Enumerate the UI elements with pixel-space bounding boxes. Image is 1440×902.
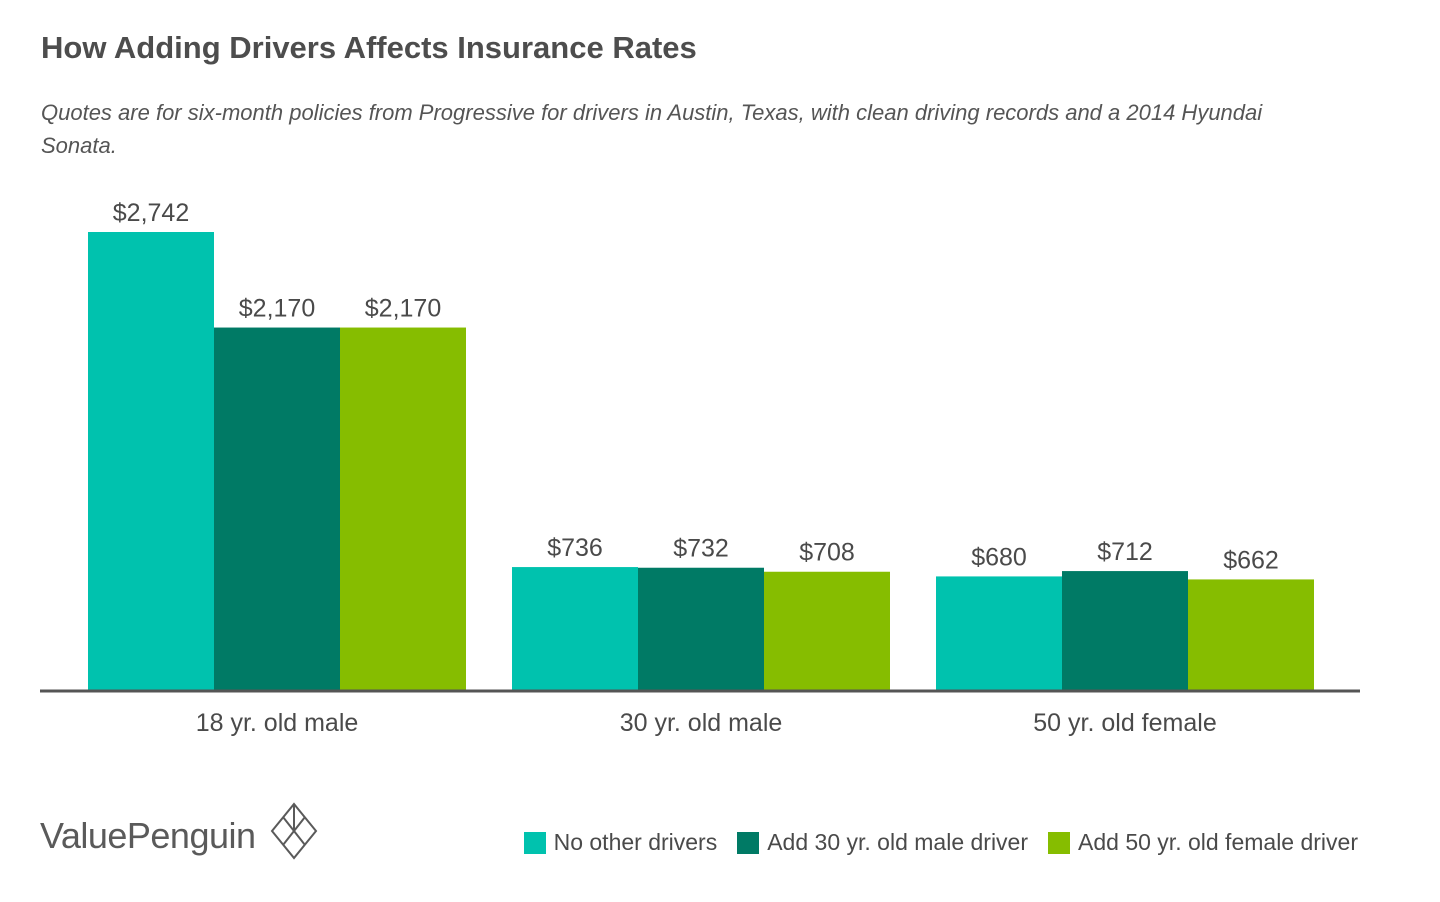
legend-label: Add 30 yr. old male driver: [767, 829, 1029, 855]
bar: [512, 567, 638, 690]
bar: [1188, 579, 1314, 690]
bar-value-label: $662: [1223, 546, 1279, 574]
diamond-logo-icon: [270, 802, 317, 860]
legend-item-add-50-female: Add 50 yr. old female driver: [1048, 829, 1358, 856]
chart-legend: No other drivers Add 30 yr. old male dri…: [504, 829, 1358, 856]
chart-title: How Adding Drivers Affects Insurance Rat…: [41, 30, 697, 65]
bar-value-label: $2,170: [239, 295, 315, 323]
bar-value-label: $708: [799, 539, 855, 567]
bar: [764, 571, 890, 690]
bar: [936, 576, 1062, 690]
bar: [214, 327, 340, 690]
valuepenguin-logo: ValuePenguin: [40, 802, 318, 860]
bar-chart: $2,742 $2,170 $2,170 18 yr. old male $736 $73…: [40, 199, 1360, 737]
x-tick-label: 18 yr. old male: [196, 709, 359, 737]
bar-value-label: $680: [971, 543, 1027, 571]
bar-value-label: $712: [1097, 538, 1153, 566]
bar: [638, 567, 764, 690]
bar: [88, 232, 214, 690]
legend-swatch: [1048, 831, 1071, 854]
legend-item-no-other-drivers: No other drivers: [523, 829, 718, 856]
chart-subtitle: Quotes are for six-month policies from P…: [41, 100, 1263, 158]
bar-value-label: $2,742: [113, 199, 189, 227]
bar-value-label: $732: [673, 535, 729, 563]
legend-item-add-30-male: Add 30 yr. old male driver: [737, 829, 1028, 856]
legend-swatch: [737, 831, 760, 854]
bar: [340, 327, 466, 690]
bar: [1062, 571, 1188, 690]
legend-swatch: [523, 831, 546, 854]
x-tick-label: 50 yr. old female: [1033, 709, 1216, 737]
bar-value-label: $2,170: [365, 295, 441, 323]
x-tick-label: 30 yr. old male: [620, 709, 783, 737]
legend-label: Add 50 yr. old female driver: [1078, 829, 1358, 855]
brand-name: ValuePenguin: [40, 815, 256, 856]
bar-value-label: $736: [547, 534, 603, 562]
legend-label: No other drivers: [553, 829, 718, 855]
